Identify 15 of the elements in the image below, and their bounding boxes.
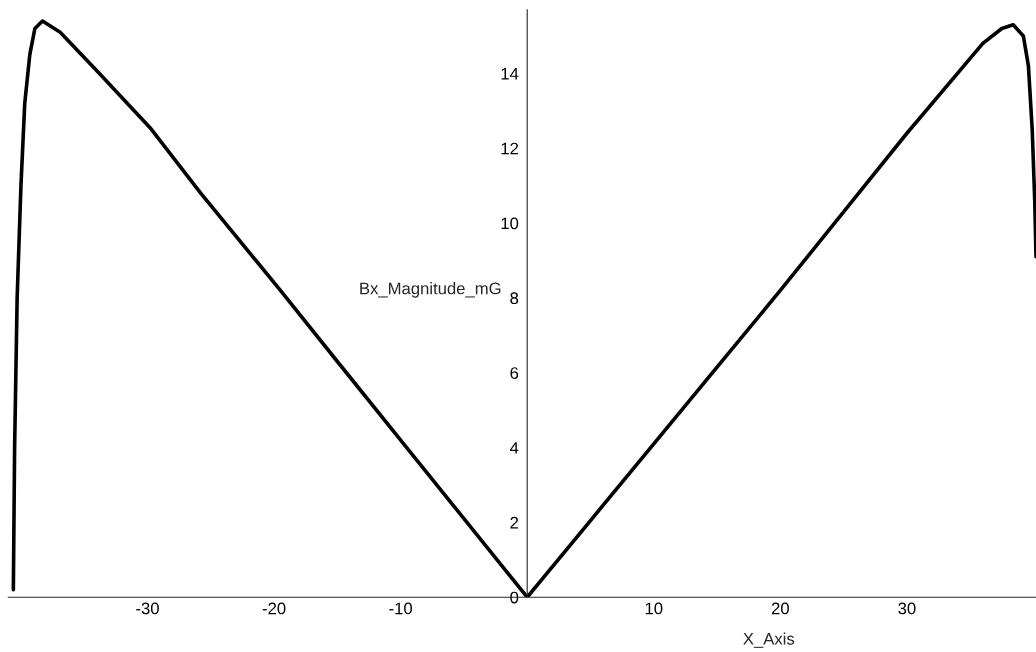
x-tick-label: -20 <box>262 602 286 615</box>
x-tick-label: 20 <box>771 602 789 615</box>
y-tick-label: 10 <box>501 217 519 230</box>
x-tick-label: 10 <box>645 602 663 615</box>
y-tick-label: 14 <box>501 67 519 80</box>
y-tick-label: 4 <box>509 442 519 454</box>
x-tick-label: 30 <box>898 602 916 615</box>
x-axis-title: X_Axis <box>743 632 795 648</box>
y-tick-label: 8 <box>510 292 519 305</box>
x-tick-label: -10 <box>389 602 413 615</box>
y-tick-label: 12 <box>501 142 519 155</box>
y-tick-label: 6 <box>510 367 519 379</box>
y-axis-title: Bx_Magnitude_mG <box>360 282 501 298</box>
x-tick-label: -30 <box>136 602 159 615</box>
y-tick-label: 2 <box>510 516 519 529</box>
